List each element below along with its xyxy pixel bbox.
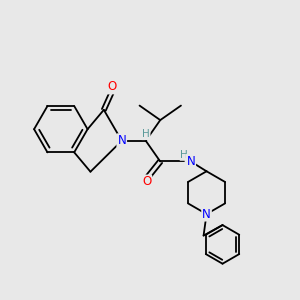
Text: H: H (180, 150, 188, 160)
Text: H: H (142, 129, 150, 139)
Text: N: N (202, 208, 211, 220)
Text: N: N (117, 134, 126, 147)
Text: N: N (186, 155, 195, 168)
Text: O: O (142, 176, 151, 188)
Text: O: O (107, 80, 117, 94)
